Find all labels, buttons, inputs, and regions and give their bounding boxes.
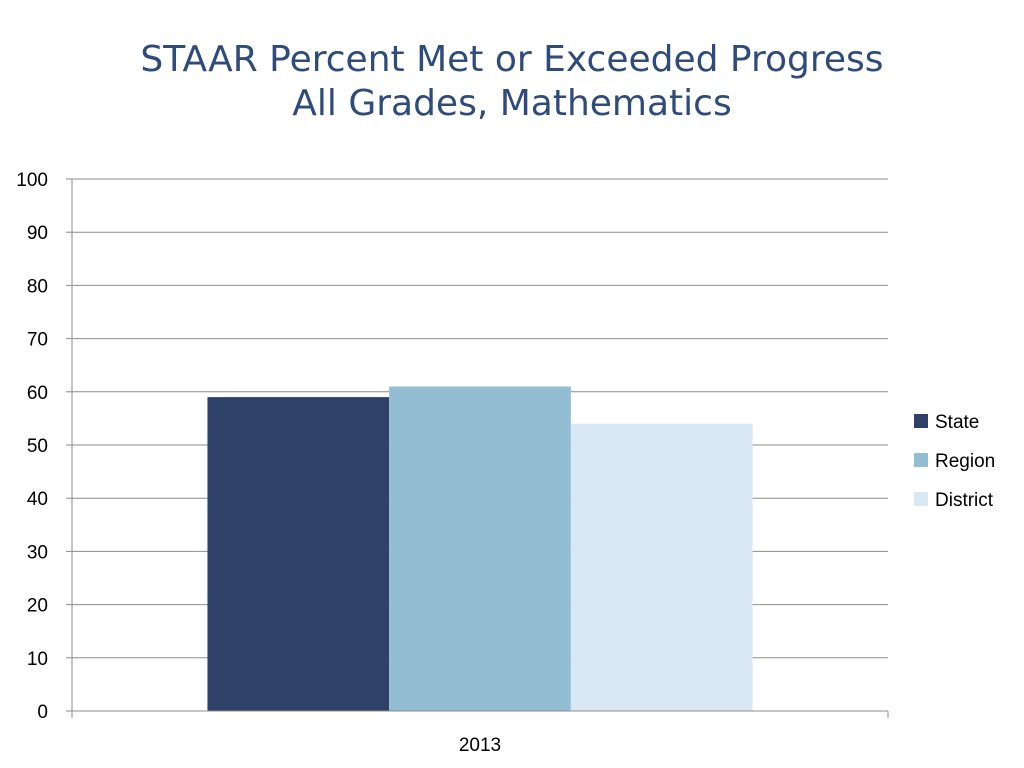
y-tick-label: 10 — [27, 649, 48, 670]
y-tick-label: 30 — [27, 542, 48, 563]
chart-title-line-2: All Grades, Mathematics — [292, 83, 732, 124]
bar-district-2013 — [570, 423, 753, 711]
legend-label-state: State — [935, 412, 979, 433]
y-tick-label: 80 — [27, 276, 48, 297]
bars — [207, 386, 753, 711]
bar-state-2013 — [207, 397, 390, 711]
y-tick-label: 100 — [16, 170, 48, 191]
y-tick-label: 70 — [27, 330, 48, 351]
y-tick-label: 50 — [27, 436, 48, 457]
axes — [71, 179, 888, 712]
legend-swatch-state — [914, 414, 928, 428]
x-axis-ticks: 2013 — [71, 711, 889, 756]
y-axis-ticks: 0 10 20 30 40 50 60 70 80 90 100 — [16, 170, 72, 723]
y-tick-label: 40 — [27, 489, 48, 510]
legend-label-region: Region — [935, 451, 995, 472]
y-tick-label: 60 — [27, 383, 48, 404]
legend: State Region District — [914, 412, 995, 511]
x-tick-label: 2013 — [459, 735, 501, 756]
legend-label-district: District — [935, 490, 994, 511]
y-tick-label: 0 — [37, 702, 48, 723]
chart-title: STAAR Percent Met or Exceeded Progress A… — [0, 38, 1024, 126]
legend-swatch-district — [914, 492, 928, 506]
y-tick-label: 20 — [27, 596, 48, 617]
bar-region-2013 — [389, 386, 571, 711]
chart-title-line-1: STAAR Percent Met or Exceeded Progress — [140, 39, 884, 80]
y-tick-label: 90 — [27, 223, 48, 244]
legend-swatch-region — [914, 453, 928, 467]
